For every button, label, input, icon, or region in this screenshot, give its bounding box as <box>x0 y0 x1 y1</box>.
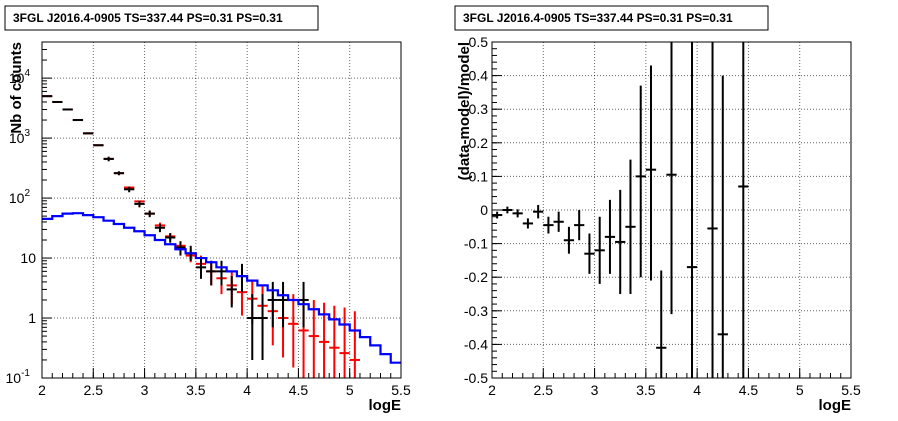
x-tick-label: 5 <box>346 382 354 398</box>
y-tick-label: 0.3 <box>469 101 489 117</box>
x-tick-label: 2.5 <box>84 382 104 398</box>
x-tick-label: 2 <box>38 382 46 398</box>
y-tick-label: 103 <box>9 128 31 146</box>
y-tick-exponent: 3 <box>24 128 30 139</box>
right-chart-title: 3FGL J2016.4-0905 TS=337.44 PS=0.31 PS=0… <box>463 11 733 25</box>
x-tick-label: 3 <box>141 382 149 398</box>
y-tick-label: 0.5 <box>469 34 489 50</box>
y-tick-exponent: -1 <box>21 368 30 379</box>
y-tick-base: 10 <box>6 370 22 386</box>
y-tick-exponent: 2 <box>24 188 30 199</box>
right-grid <box>492 42 851 378</box>
y-tick-exponent: 4 <box>24 68 30 79</box>
x-tick-label: 2.5 <box>534 382 554 398</box>
left-grid <box>42 42 401 378</box>
y-tick-base: 10 <box>20 250 36 266</box>
y-tick-label: 10 <box>20 250 36 266</box>
y-tick-label: 1 <box>28 310 36 326</box>
y-tick-label: 0.1 <box>469 168 489 184</box>
x-tick-label: 4.5 <box>289 382 309 398</box>
x-tick-label: 3.5 <box>186 382 206 398</box>
x-tick-label: 5.5 <box>841 382 861 398</box>
y-tick-label: 104 <box>9 68 31 86</box>
left-series <box>42 95 401 378</box>
model-step-line <box>42 212 401 364</box>
x-tick-label: 5 <box>796 382 804 398</box>
x-tick-label: 4 <box>243 382 251 398</box>
y-tick-label: 0 <box>480 202 488 218</box>
right-title-box <box>454 5 769 31</box>
left-xlabel: logE <box>369 397 402 414</box>
y-tick-label: -0.5 <box>464 370 488 386</box>
right-ylabel: (data-model)/model <box>456 42 473 180</box>
x-tick-label: 4.5 <box>739 382 759 398</box>
x-tick-label: 3 <box>591 382 599 398</box>
y-tick-label: -0.3 <box>464 303 488 319</box>
y-tick-label: -0.2 <box>464 269 488 285</box>
y-tick-base: 10 <box>9 70 25 86</box>
y-tick-label: -0.1 <box>464 236 488 252</box>
x-tick-label: 2 <box>488 382 496 398</box>
left-chart-title: 3FGL J2016.4-0905 TS=337.44 PS=0.31 PS=0… <box>13 11 283 25</box>
y-tick-label: 0.2 <box>469 135 489 151</box>
y-tick-label: -0.4 <box>464 336 488 352</box>
y-tick-base: 1 <box>28 310 36 326</box>
right-axis-ticks: 2 2.5 3 3.5 4 4.5 5 5.5 -0.5 -0.4 -0.3 -0.2 -0.1 0 0.1… <box>464 34 861 398</box>
left-ylabel: Nb of counts <box>8 42 25 134</box>
x-tick-label: 3.5 <box>636 382 656 398</box>
y-tick-label: 102 <box>9 188 31 206</box>
x-tick-label: 4 <box>693 382 701 398</box>
y-tick-label: 10-1 <box>6 368 31 386</box>
right-panel: 3FGL J2016.4-0905 TS=337.44 PS=0.31 PS=0… <box>454 5 861 414</box>
y-tick-base: 10 <box>9 190 25 206</box>
right-xlabel: logE <box>819 397 852 414</box>
left-panel: 3FGL J2016.4-0905 TS=337.44 PS=0.31 PS=0… <box>4 5 411 414</box>
y-tick-base: 10 <box>9 130 25 146</box>
right-series <box>492 42 749 378</box>
y-tick-label: 0.4 <box>469 68 489 84</box>
left-title-box <box>4 5 319 31</box>
left-plot-frame <box>41 41 402 379</box>
x-tick-label: 5.5 <box>391 382 411 398</box>
